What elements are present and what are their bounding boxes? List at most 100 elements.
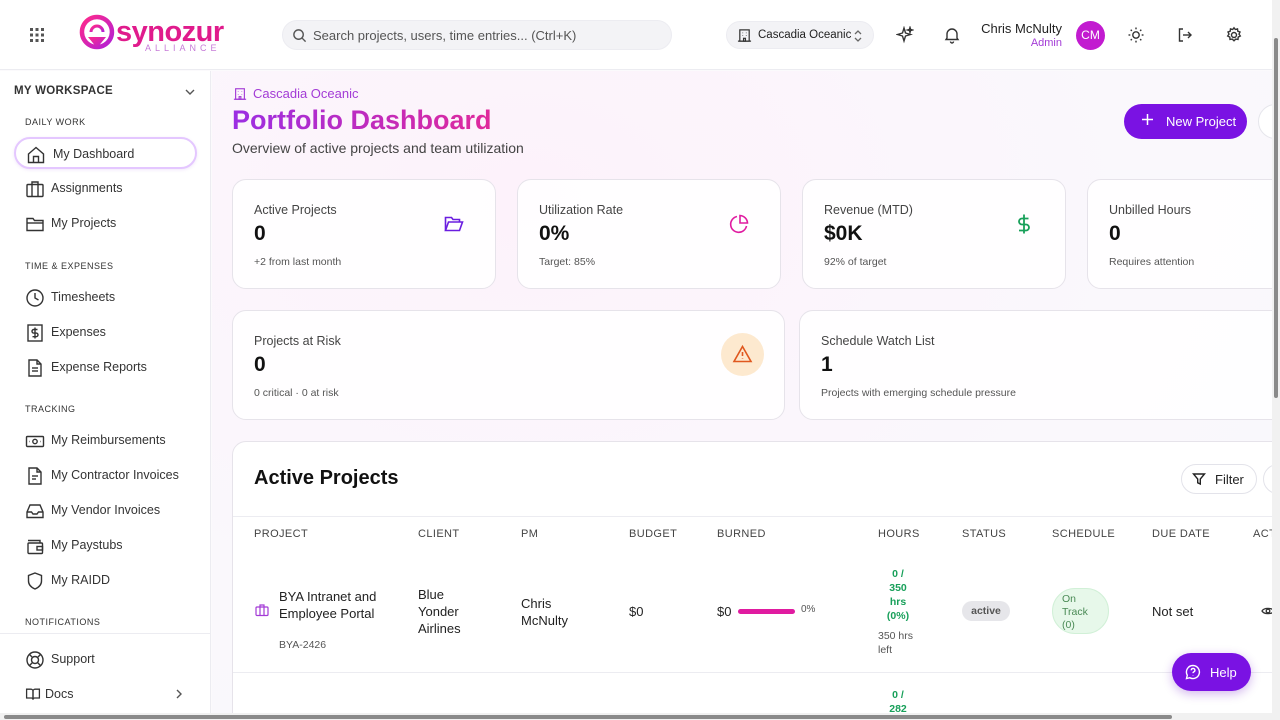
- kpi-card-projects-at-risk: Projects at Risk 0 0 critical · 0 at ris…: [232, 310, 785, 420]
- search-input[interactable]: [313, 21, 663, 49]
- sidebar-item-assignments[interactable]: Assignments: [14, 172, 197, 204]
- kpi-label: Unbilled Hours: [1109, 203, 1191, 217]
- sidebar-item-my-dashboard[interactable]: My Dashboard: [14, 137, 197, 169]
- status-badge: active: [962, 601, 1010, 621]
- kpi-card-schedule-watch-list: Schedule Watch List 1 Projects with emer…: [799, 310, 1272, 420]
- sidebar-item-my-contractor-invoices[interactable]: My Contractor Invoices: [14, 459, 197, 491]
- filter-label: Filter: [1215, 472, 1244, 487]
- kpi-note: 0 critical · 0 at risk: [254, 387, 339, 399]
- sidebar-item-label: Expenses: [51, 325, 106, 339]
- briefcase-icon: [255, 604, 269, 617]
- chevron-right-icon[interactable]: [174, 688, 184, 700]
- user-role: Admin: [1030, 37, 1062, 49]
- horizontal-scrollbar-thumb[interactable]: [4, 715, 1172, 719]
- column-header-hours[interactable]: HOURS: [878, 528, 920, 540]
- dollar-icon: [1018, 214, 1030, 234]
- new-project-label: New Project: [1166, 114, 1237, 129]
- schedule-line: (0): [1062, 619, 1075, 631]
- inbox-icon: [26, 504, 44, 519]
- project-name-line[interactable]: BYA Intranet and: [279, 589, 377, 604]
- kpi-label: Schedule Watch List: [821, 334, 935, 348]
- sidebar-item-label: Assignments: [51, 181, 123, 195]
- book-icon: [25, 688, 41, 700]
- filter-button[interactable]: Filter: [1181, 464, 1257, 494]
- sidebar-item-my-vendor-invoices[interactable]: My Vendor Invoices: [14, 494, 197, 526]
- column-header-project[interactable]: PROJECT: [254, 528, 309, 540]
- hours-line: 282: [889, 703, 907, 715]
- pm-line: Chris: [521, 596, 552, 611]
- gear-icon[interactable]: [1225, 26, 1243, 44]
- organization-select[interactable]: Cascadia Oceanic: [726, 21, 874, 49]
- building-icon: [737, 29, 752, 42]
- column-header-due-date[interactable]: DUE DATE: [1152, 528, 1211, 540]
- section-notifications: NOTIFICATIONS: [25, 617, 101, 627]
- burned-value: $0: [717, 604, 732, 619]
- project-code: BYA-2426: [279, 639, 327, 651]
- workspace-title[interactable]: MY WORKSPACE: [14, 85, 114, 97]
- global-search[interactable]: [282, 20, 672, 50]
- document-icon: [28, 359, 42, 377]
- banknote-icon: [25, 435, 45, 448]
- sidebar-item-label: My RAIDD: [51, 573, 111, 587]
- help-button[interactable]: Help: [1172, 653, 1251, 691]
- column-header-client[interactable]: CLIENT: [418, 528, 460, 540]
- sun-icon[interactable]: [1127, 26, 1145, 44]
- budget-value: $0: [629, 604, 644, 619]
- page-subtitle: Overview of active projects and team uti…: [232, 140, 524, 156]
- sidebar-item-my-reimbursements[interactable]: My Reimbursements: [14, 424, 197, 456]
- sidebar-item-support[interactable]: Support: [14, 643, 197, 675]
- synozur-logo[interactable]: [77, 14, 227, 56]
- column-header-status[interactable]: STATUS: [962, 528, 1007, 540]
- breadcrumb[interactable]: Cascadia Oceanic: [253, 86, 359, 101]
- client-line: Blue: [418, 587, 445, 602]
- logo-tagline: ALLIANCE: [145, 43, 221, 53]
- column-header-actions: ACT: [1253, 528, 1272, 540]
- sidebar-item-timesheets[interactable]: Timesheets: [14, 281, 197, 313]
- column-header-schedule[interactable]: SCHEDULE: [1052, 528, 1116, 540]
- search-icon: [293, 29, 307, 43]
- kpi-note: Requires attention: [1109, 256, 1195, 268]
- sidebar: MY WORKSPACE DAILY WORK My Dashboard Ass…: [0, 71, 211, 716]
- sidebar-item-label: Expense Reports: [51, 360, 147, 374]
- page-title: Portfolio Dashboard: [232, 105, 492, 135]
- hours-left-line: left: [878, 644, 893, 656]
- view-options-button[interactable]: [1263, 464, 1272, 494]
- hours-left: 350 hrs left: [878, 629, 913, 657]
- sidebar-item-expenses[interactable]: Expenses: [14, 316, 197, 348]
- project-name-line[interactable]: Employee Portal: [279, 606, 375, 621]
- new-project-button[interactable]: New Project: [1124, 104, 1247, 139]
- eye-icon[interactable]: [1261, 604, 1272, 618]
- sidebar-item-docs[interactable]: Docs: [14, 678, 197, 710]
- more-actions-button[interactable]: [1258, 104, 1272, 139]
- dollar-receipt-icon: [27, 324, 43, 342]
- avatar[interactable]: CM: [1076, 21, 1105, 50]
- logout-icon[interactable]: [1176, 26, 1194, 44]
- burn-progress-bar: [738, 609, 795, 614]
- chevron-down-icon[interactable]: [184, 86, 196, 98]
- sidebar-item-label: My Projects: [51, 216, 117, 230]
- column-header-budget[interactable]: BUDGET: [629, 528, 678, 540]
- kpi-note: Target: 85%: [539, 256, 596, 268]
- kpi-card-utilization-rate: Utilization Rate 0% Target: 85%: [517, 179, 781, 289]
- kpi-value: 0: [254, 222, 266, 245]
- folder-icon: [26, 217, 44, 232]
- sidebar-item-expense-reports[interactable]: Expense Reports: [14, 351, 197, 383]
- sidebar-item-my-paystubs[interactable]: My Paystubs: [14, 529, 197, 561]
- sidebar-item-my-projects[interactable]: My Projects: [14, 207, 197, 239]
- app-grid-icon[interactable]: [27, 25, 47, 45]
- sidebar-item-my-raidd[interactable]: My RAIDD: [14, 564, 197, 596]
- table-row-rule: [233, 672, 1272, 673]
- vertical-scrollbar-thumb[interactable]: [1274, 38, 1278, 398]
- hours-line: 0 /: [892, 568, 904, 580]
- schedule-line: On: [1062, 593, 1077, 605]
- organization-name: Cascadia Oceanic: [758, 29, 852, 41]
- hours-line: hrs: [889, 596, 907, 608]
- folder-open-icon: [444, 216, 464, 232]
- kpi-value: 0: [1109, 222, 1121, 245]
- kpi-label: Projects at Risk: [254, 334, 341, 348]
- sparkles-icon[interactable]: [896, 26, 914, 44]
- column-header-burned[interactable]: BURNED: [717, 528, 766, 540]
- kpi-card-revenue: Revenue (MTD) $0K 92% of target: [802, 179, 1066, 289]
- bell-icon[interactable]: [943, 26, 961, 44]
- column-header-pm[interactable]: PM: [521, 528, 539, 540]
